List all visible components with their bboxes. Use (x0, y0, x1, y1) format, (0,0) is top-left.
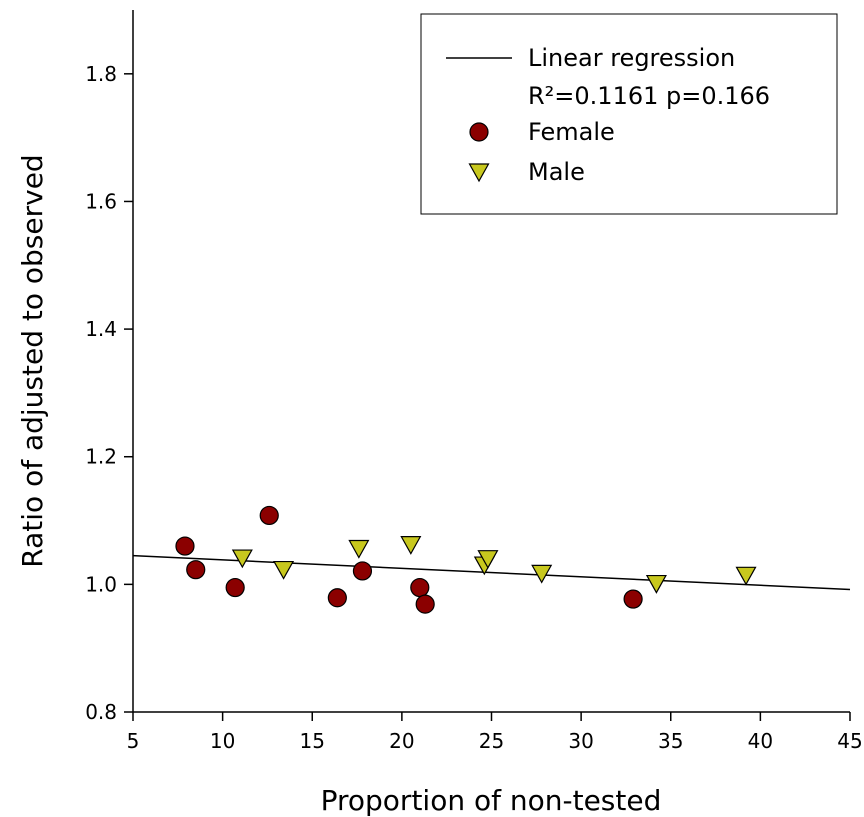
male-point (477, 550, 499, 569)
x-tick-label: 25 (479, 729, 504, 753)
male-point (531, 564, 553, 584)
legend-female-label: Female (528, 118, 615, 146)
y-tick-label: 0.8 (85, 700, 117, 724)
x-tick-label: 10 (210, 729, 235, 753)
female-point (415, 594, 435, 614)
y-axis-title: Ratio of adjusted to observed (16, 154, 49, 567)
male-point (400, 536, 422, 555)
x-tick-label: 45 (837, 729, 862, 753)
x-tick-label: 5 (127, 729, 140, 753)
male-point (231, 549, 253, 569)
y-tick-label: 1.4 (85, 317, 117, 341)
y-tick-label: 1.0 (85, 572, 117, 596)
points-layer (175, 505, 757, 614)
male-point (273, 560, 295, 580)
female-point (623, 589, 643, 609)
x-tick-label: 15 (300, 729, 325, 753)
y-tick-label: 1.8 (85, 62, 117, 86)
female-point (175, 536, 195, 556)
regression-line (132, 554, 851, 591)
y-axis-ticks: 0.8 1.0 1.2 1.4 1.6 1.8 (85, 62, 133, 724)
x-tick-label: 35 (658, 729, 683, 753)
y-tick-label: 1.6 (85, 189, 117, 213)
male-point (645, 574, 667, 594)
x-tick-label: 40 (748, 729, 773, 753)
legend-male-label: Male (528, 158, 585, 186)
female-point (225, 577, 245, 598)
female-point (410, 577, 430, 598)
legend-regression-label: Linear regression (528, 44, 735, 72)
regression-layer (132, 554, 851, 591)
legend-male-marker (468, 163, 490, 183)
x-axis-title: Proportion of non-tested (321, 784, 662, 817)
legend-regression-stats: R²=0.1161 p=0.166 (528, 82, 770, 110)
female-point (186, 560, 206, 580)
female-point (259, 505, 279, 526)
x-axis-ticks: 5 10 15 20 25 30 35 40 45 (127, 712, 863, 753)
legend: Linear regression R²=0.1161 p=0.166 Fema… (420, 13, 838, 215)
male-point (348, 539, 370, 559)
x-tick-label: 30 (568, 729, 593, 753)
female-point (352, 561, 373, 581)
x-tick-label: 20 (389, 729, 414, 753)
legend-box (420, 13, 838, 215)
male-point (735, 566, 757, 586)
female-point (327, 588, 347, 608)
y-tick-label: 1.2 (85, 445, 117, 469)
legend-female-marker (469, 122, 489, 142)
